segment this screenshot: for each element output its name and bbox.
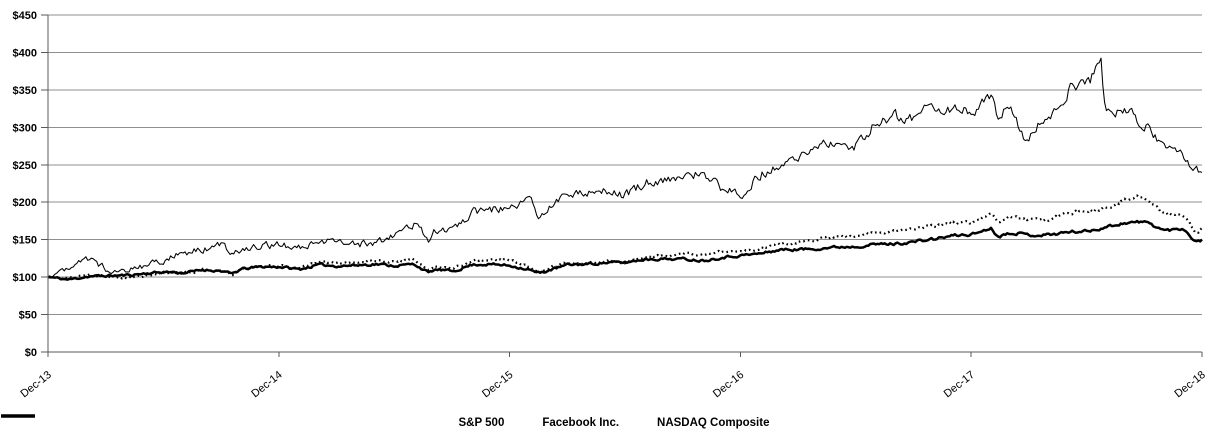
y-tick-label: $50 xyxy=(19,310,37,322)
y-tick-label: $150 xyxy=(13,235,37,247)
x-tick-label: Dec-15 xyxy=(480,369,515,400)
x-tick-label: Dec-13 xyxy=(19,369,54,400)
series-lines xyxy=(47,57,1203,281)
x-tick-label: Dec-14 xyxy=(249,369,284,400)
y-tick-label: $300 xyxy=(13,122,37,134)
chart-legend: S&P 500 Facebook Inc. NASDAQ Composite xyxy=(0,411,1228,435)
y-axis-labels: $0 $50 $100 $150 $200 $250 $300 $350 $400 $450 xyxy=(13,10,37,359)
axes xyxy=(41,14,1203,357)
y-tick-label: $450 xyxy=(13,10,37,22)
x-tick-label: Dec-16 xyxy=(711,369,746,400)
x-tick-label: Dec-18 xyxy=(1173,369,1208,400)
series-sp500-line xyxy=(47,219,1203,281)
legend-item-facebook: Facebook Inc. xyxy=(1,415,620,429)
dotted-line-swatch-icon xyxy=(1,414,35,418)
legend-label: S&P 500 xyxy=(458,417,505,429)
legend-item-nasdaq: NASDAQ Composite xyxy=(1,414,770,429)
gridlines xyxy=(48,14,1202,316)
x-tick-label: Dec-17 xyxy=(942,369,977,400)
y-tick-label: $200 xyxy=(13,197,37,209)
series-nasdaq-line xyxy=(47,194,1203,281)
legend-label: Facebook Inc. xyxy=(542,417,620,429)
series-facebook-line xyxy=(47,57,1203,279)
y-tick-label: $400 xyxy=(13,47,37,59)
y-tick-label: $100 xyxy=(13,272,37,284)
y-tick-label: $250 xyxy=(13,160,37,172)
y-tick-label: $0 xyxy=(25,347,37,359)
y-tick-label: $350 xyxy=(13,85,37,97)
legend-item-sp500: S&P 500 xyxy=(1,414,505,429)
x-axis-labels: Dec-13 Dec-14 Dec-15 Dec-16 Dec-17 Dec-18 xyxy=(19,369,1208,400)
legend-label: NASDAQ Composite xyxy=(657,417,770,429)
